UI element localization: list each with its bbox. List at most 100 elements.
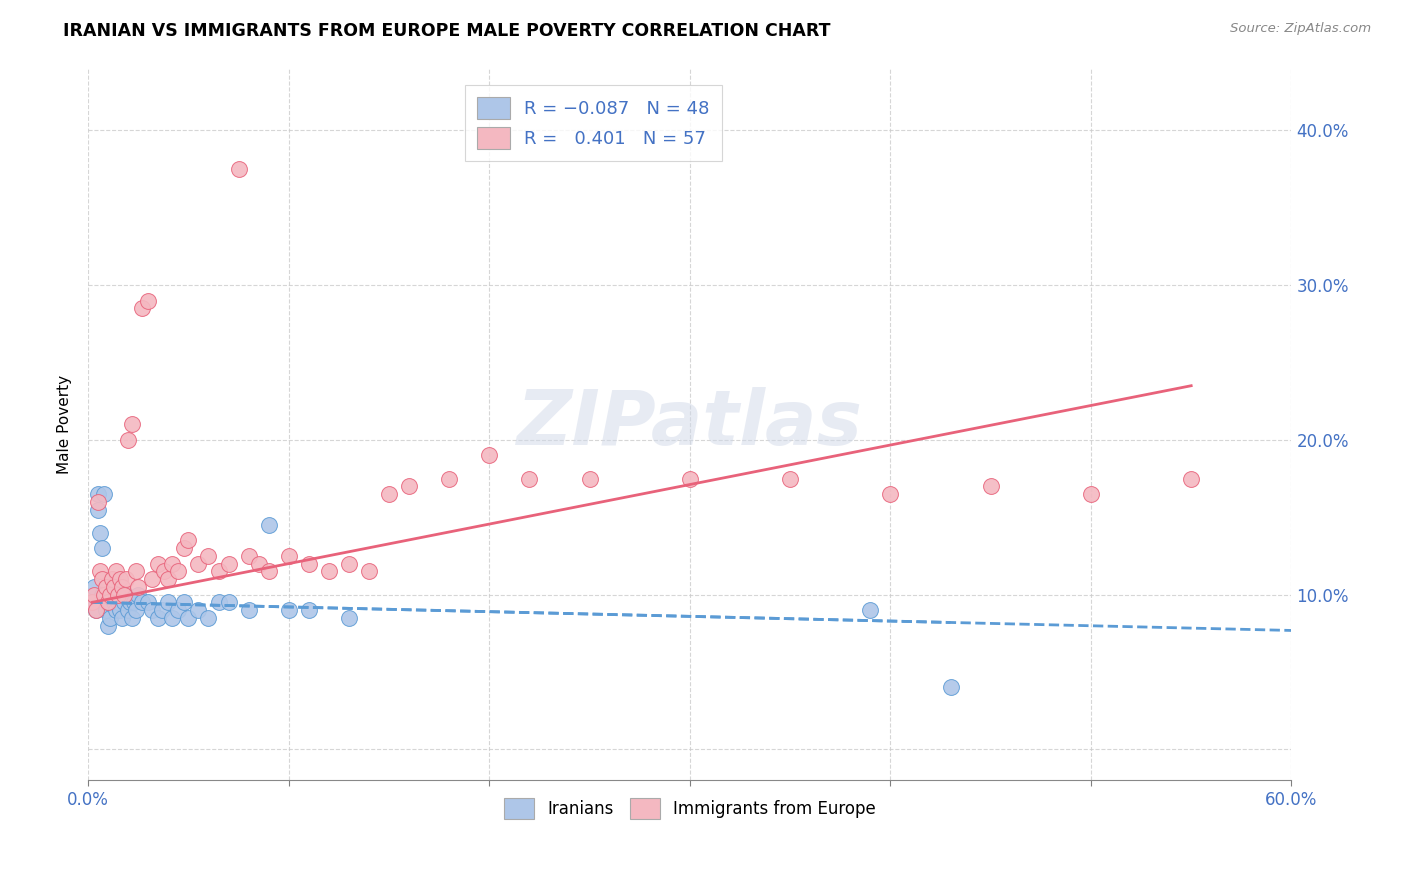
Point xyxy=(112,595,135,609)
Point xyxy=(105,565,128,579)
Point xyxy=(578,472,600,486)
Point xyxy=(97,618,120,632)
Point xyxy=(84,603,107,617)
Point xyxy=(177,533,200,548)
Point xyxy=(398,479,420,493)
Text: ZIPatlas: ZIPatlas xyxy=(517,387,863,461)
Point xyxy=(131,301,153,316)
Point xyxy=(337,611,360,625)
Point xyxy=(238,603,260,617)
Point xyxy=(157,572,180,586)
Point xyxy=(437,472,460,486)
Point xyxy=(187,557,209,571)
Point xyxy=(110,572,132,586)
Point xyxy=(111,580,134,594)
Text: Source: ZipAtlas.com: Source: ZipAtlas.com xyxy=(1230,22,1371,36)
Point xyxy=(247,557,270,571)
Point xyxy=(167,603,190,617)
Point xyxy=(779,472,801,486)
Point xyxy=(110,603,132,617)
Point xyxy=(121,417,143,432)
Point xyxy=(173,595,195,609)
Point xyxy=(277,549,299,563)
Point xyxy=(378,487,401,501)
Point xyxy=(93,588,115,602)
Point xyxy=(89,565,111,579)
Point xyxy=(107,588,129,602)
Point xyxy=(91,541,114,556)
Point xyxy=(167,565,190,579)
Point xyxy=(519,472,541,486)
Point xyxy=(980,479,1002,493)
Point xyxy=(1180,472,1202,486)
Point xyxy=(478,448,501,462)
Point xyxy=(228,162,250,177)
Point xyxy=(207,595,229,609)
Point xyxy=(98,611,121,625)
Point xyxy=(97,595,120,609)
Point xyxy=(197,549,219,563)
Point xyxy=(298,603,321,617)
Point xyxy=(197,611,219,625)
Point xyxy=(150,603,173,617)
Point xyxy=(136,595,159,609)
Point xyxy=(101,588,124,602)
Point xyxy=(277,603,299,617)
Point xyxy=(84,603,107,617)
Point xyxy=(157,595,180,609)
Point xyxy=(120,595,142,609)
Point xyxy=(177,611,200,625)
Point xyxy=(148,611,170,625)
Point xyxy=(89,525,111,540)
Point xyxy=(318,565,340,579)
Point xyxy=(101,572,124,586)
Point xyxy=(87,495,110,509)
Point xyxy=(153,565,176,579)
Y-axis label: Male Poverty: Male Poverty xyxy=(58,375,72,474)
Point xyxy=(125,565,148,579)
Point xyxy=(98,588,121,602)
Point xyxy=(298,557,321,571)
Point xyxy=(107,595,129,609)
Point xyxy=(218,595,240,609)
Point xyxy=(131,595,153,609)
Point xyxy=(121,611,143,625)
Point xyxy=(117,433,139,447)
Point xyxy=(162,557,184,571)
Point xyxy=(257,565,280,579)
Point xyxy=(115,572,138,586)
Point xyxy=(148,557,170,571)
Point xyxy=(87,502,110,516)
Point xyxy=(97,595,120,609)
Point xyxy=(218,557,240,571)
Point xyxy=(238,549,260,563)
Point xyxy=(357,565,380,579)
Point xyxy=(91,572,114,586)
Point xyxy=(125,603,148,617)
Point xyxy=(207,565,229,579)
Point xyxy=(83,588,105,602)
Point xyxy=(96,603,118,617)
Point xyxy=(127,588,149,602)
Point xyxy=(103,595,125,609)
Point xyxy=(127,580,149,594)
Point xyxy=(112,588,135,602)
Point xyxy=(82,595,104,609)
Point xyxy=(83,580,105,594)
Point xyxy=(91,588,114,602)
Point xyxy=(257,518,280,533)
Point xyxy=(879,487,901,501)
Point xyxy=(103,580,125,594)
Point xyxy=(679,472,702,486)
Point xyxy=(173,541,195,556)
Point xyxy=(136,293,159,308)
Point xyxy=(187,603,209,617)
Text: IRANIAN VS IMMIGRANTS FROM EUROPE MALE POVERTY CORRELATION CHART: IRANIAN VS IMMIGRANTS FROM EUROPE MALE P… xyxy=(63,22,831,40)
Point xyxy=(337,557,360,571)
Point xyxy=(115,588,138,602)
Point xyxy=(87,487,110,501)
Point xyxy=(859,603,882,617)
Point xyxy=(939,681,962,695)
Point xyxy=(117,603,139,617)
Point xyxy=(96,580,118,594)
